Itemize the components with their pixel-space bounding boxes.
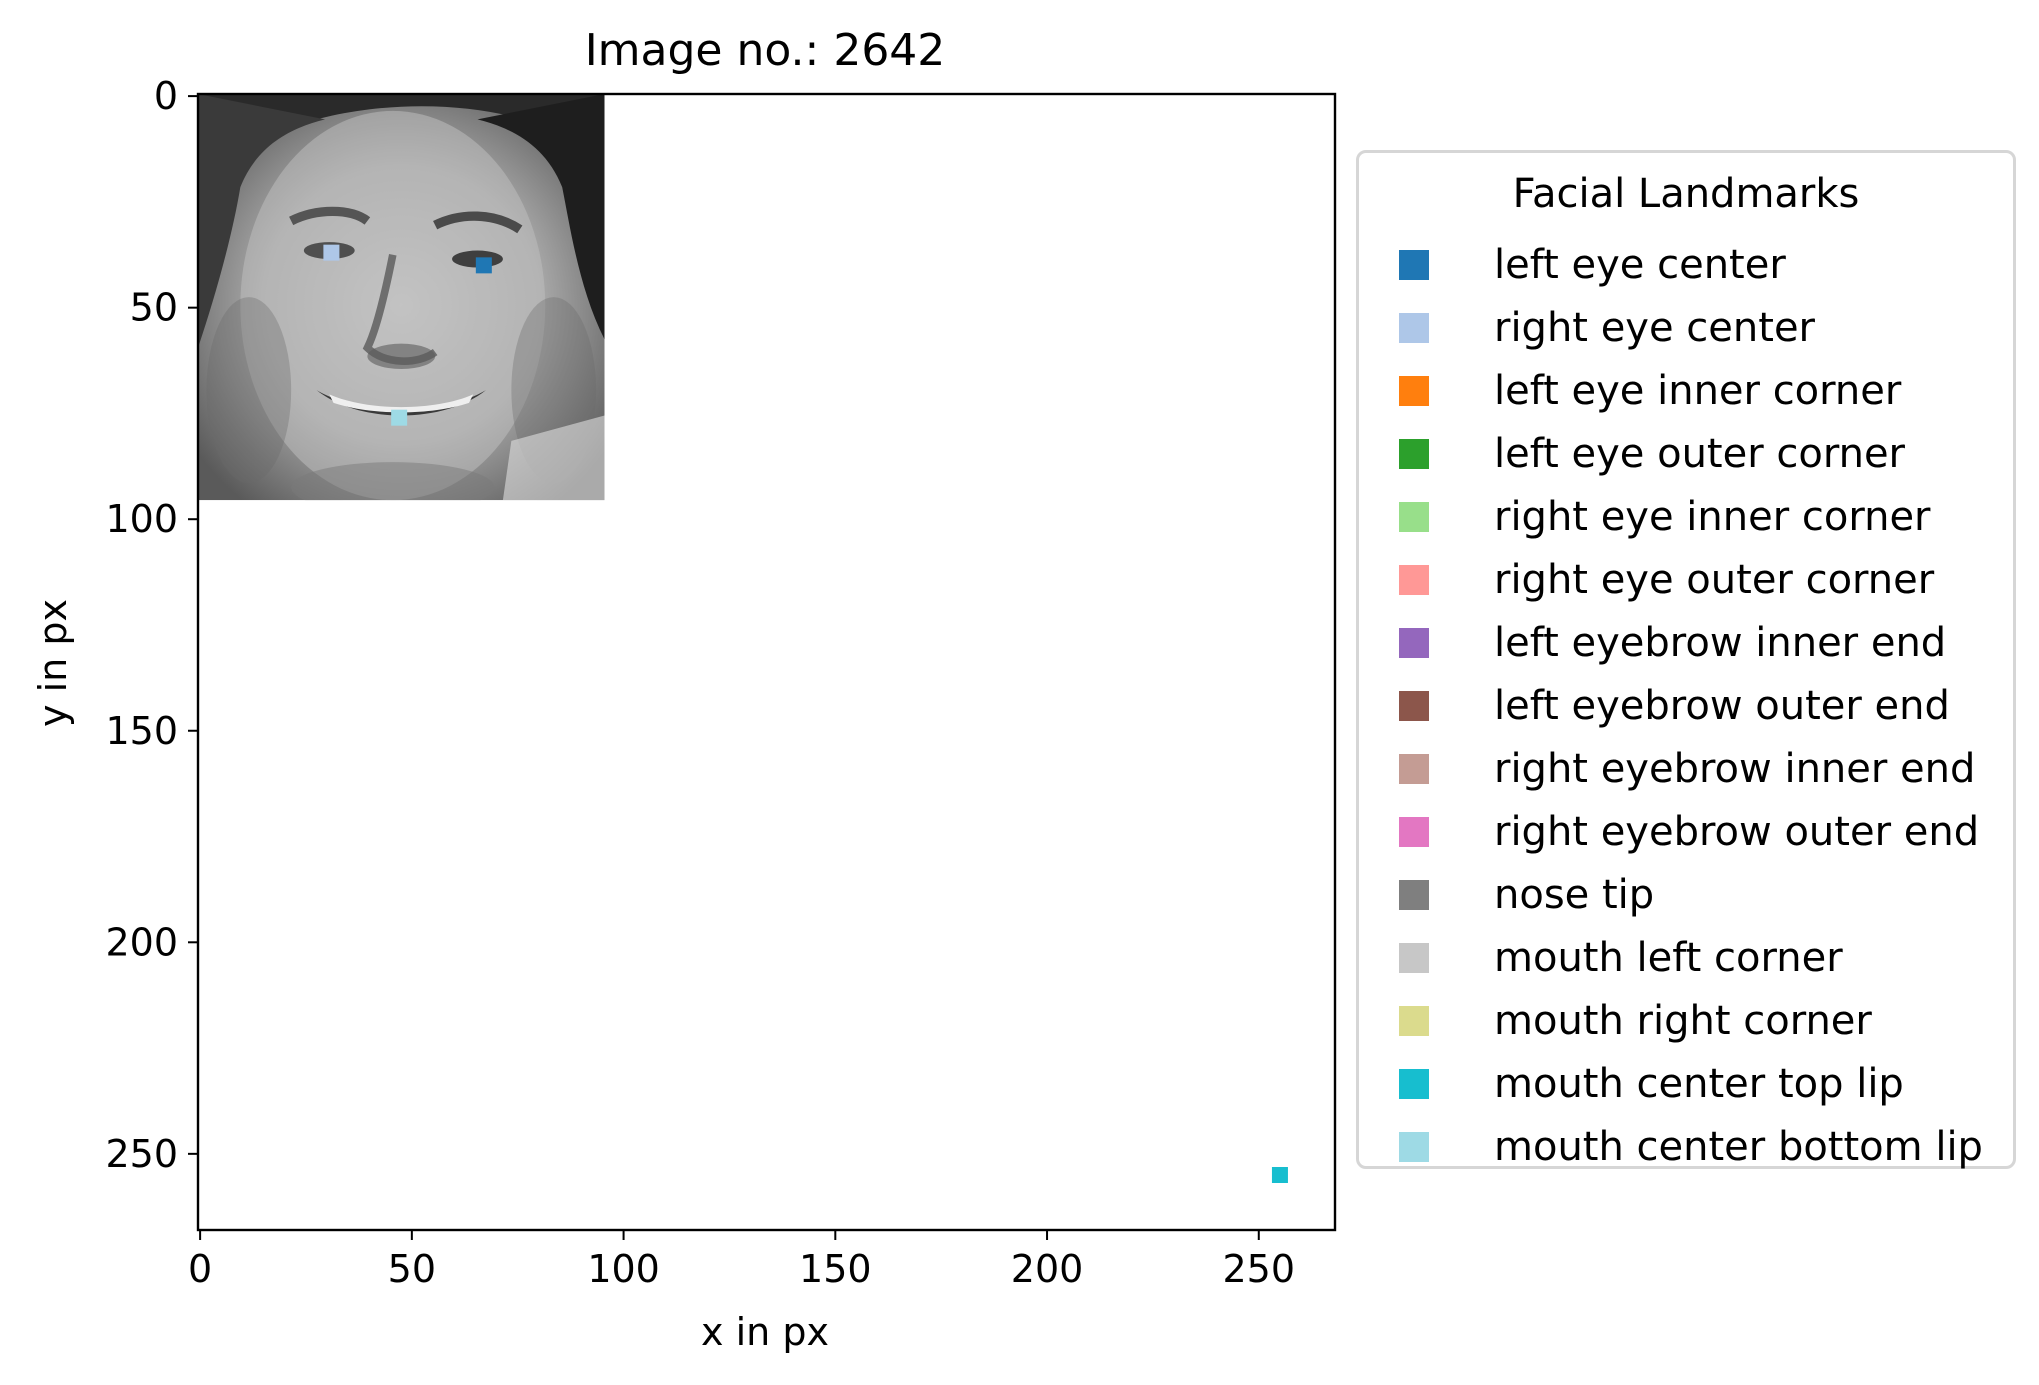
legend-swatch	[1399, 880, 1429, 910]
legend-label: right eye outer corner	[1494, 557, 1935, 603]
x-tick-label: 0	[188, 1247, 212, 1291]
plot-area-frame	[196, 92, 1337, 1232]
legend-entry: mouth right corner	[1399, 996, 2009, 1046]
y-tick-label: 50	[130, 286, 178, 330]
legend-swatch	[1399, 565, 1429, 595]
legend-label: left eye outer corner	[1494, 431, 1905, 477]
x-tick-label: 250	[1223, 1247, 1296, 1291]
landmark-point-right-eye-center	[323, 244, 340, 261]
legend-entry: left eye center	[1399, 240, 2009, 290]
y-tick-label: 250	[105, 1132, 178, 1176]
legend-label: mouth left corner	[1494, 935, 1843, 981]
legend-entry: right eye inner corner	[1399, 492, 2009, 542]
legend-label: mouth center top lip	[1494, 1061, 1904, 1107]
legend-label: mouth center bottom lip	[1494, 1124, 1983, 1170]
legend-swatch	[1399, 1132, 1429, 1162]
legend-label: right eyebrow outer end	[1494, 809, 1980, 855]
legend-swatch	[1399, 691, 1429, 721]
legend-swatch	[1399, 817, 1429, 847]
landmark-points	[323, 244, 1288, 1183]
legend-entry: right eyebrow outer end	[1399, 807, 2009, 857]
legend-entry: mouth center bottom lip	[1399, 1122, 2009, 1172]
legend-label: nose tip	[1494, 872, 1655, 918]
legend-swatch	[1399, 313, 1429, 343]
x-tick-label: 150	[799, 1247, 872, 1291]
legend-label: left eyebrow outer end	[1494, 683, 1950, 729]
chart-title: Image no.: 2642	[585, 25, 946, 76]
legend-swatch	[1399, 1006, 1429, 1036]
legend-entry: left eye outer corner	[1399, 429, 2009, 479]
face-photo	[198, 94, 605, 501]
legend-swatch	[1399, 439, 1429, 469]
legend-label: right eyebrow inner end	[1494, 746, 1976, 792]
legend-label: right eye inner corner	[1494, 494, 1931, 540]
legend-label: left eyebrow inner end	[1494, 620, 1947, 666]
legend-entry: left eye inner corner	[1399, 366, 2009, 416]
y-tick-label: 200	[105, 920, 178, 964]
landmark-point-left-eye-center	[475, 257, 492, 274]
legend-entry: right eye outer corner	[1399, 555, 2009, 605]
legend-swatch	[1399, 628, 1429, 658]
legend-label: mouth right corner	[1494, 998, 1872, 1044]
legend-swatch	[1399, 1069, 1429, 1099]
legend-label: left eye center	[1494, 242, 1786, 288]
legend-swatch	[1399, 943, 1429, 973]
y-tick-label: 100	[105, 497, 178, 541]
x-tick-label: 200	[1011, 1247, 1084, 1291]
legend-swatch	[1399, 754, 1429, 784]
legend-entry: left eyebrow inner end	[1399, 618, 2009, 668]
legend-entry: right eye center	[1399, 303, 2009, 353]
legend-label: right eye center	[1494, 305, 1815, 351]
legend-swatch	[1399, 502, 1429, 532]
x-tick-label: 100	[587, 1247, 660, 1291]
legend: Facial Landmarks left eye center right ey…	[1356, 150, 2016, 1172]
legend-entry: right eyebrow inner end	[1399, 744, 2009, 794]
legend-swatch	[1399, 376, 1429, 406]
y-tick-label: 0	[154, 74, 178, 118]
x-tick-label: 50	[388, 1247, 436, 1291]
landmark-point-mouth-center-bottom-lip	[391, 409, 408, 426]
legend-entry: mouth left corner	[1399, 933, 2009, 983]
y-tick-label: 150	[105, 709, 178, 753]
legend-swatch	[1399, 250, 1429, 280]
y-axis-label: y in px	[31, 599, 75, 727]
legend-entry: nose tip	[1399, 870, 2009, 920]
landmark-point-mouth-center-top-lip	[1271, 1166, 1288, 1183]
legend-title: Facial Landmarks	[1512, 171, 1860, 217]
x-axis: 0 50 100 150 200 250	[188, 1230, 1295, 1291]
legend-entry: mouth center top lip	[1399, 1059, 2009, 1109]
x-axis-label: x in px	[701, 1310, 829, 1354]
legend-label: left eye inner corner	[1494, 368, 1902, 414]
legend-entry: left eyebrow outer end	[1399, 681, 2009, 731]
y-axis: 0 50 100 150 200 250	[105, 74, 198, 1176]
